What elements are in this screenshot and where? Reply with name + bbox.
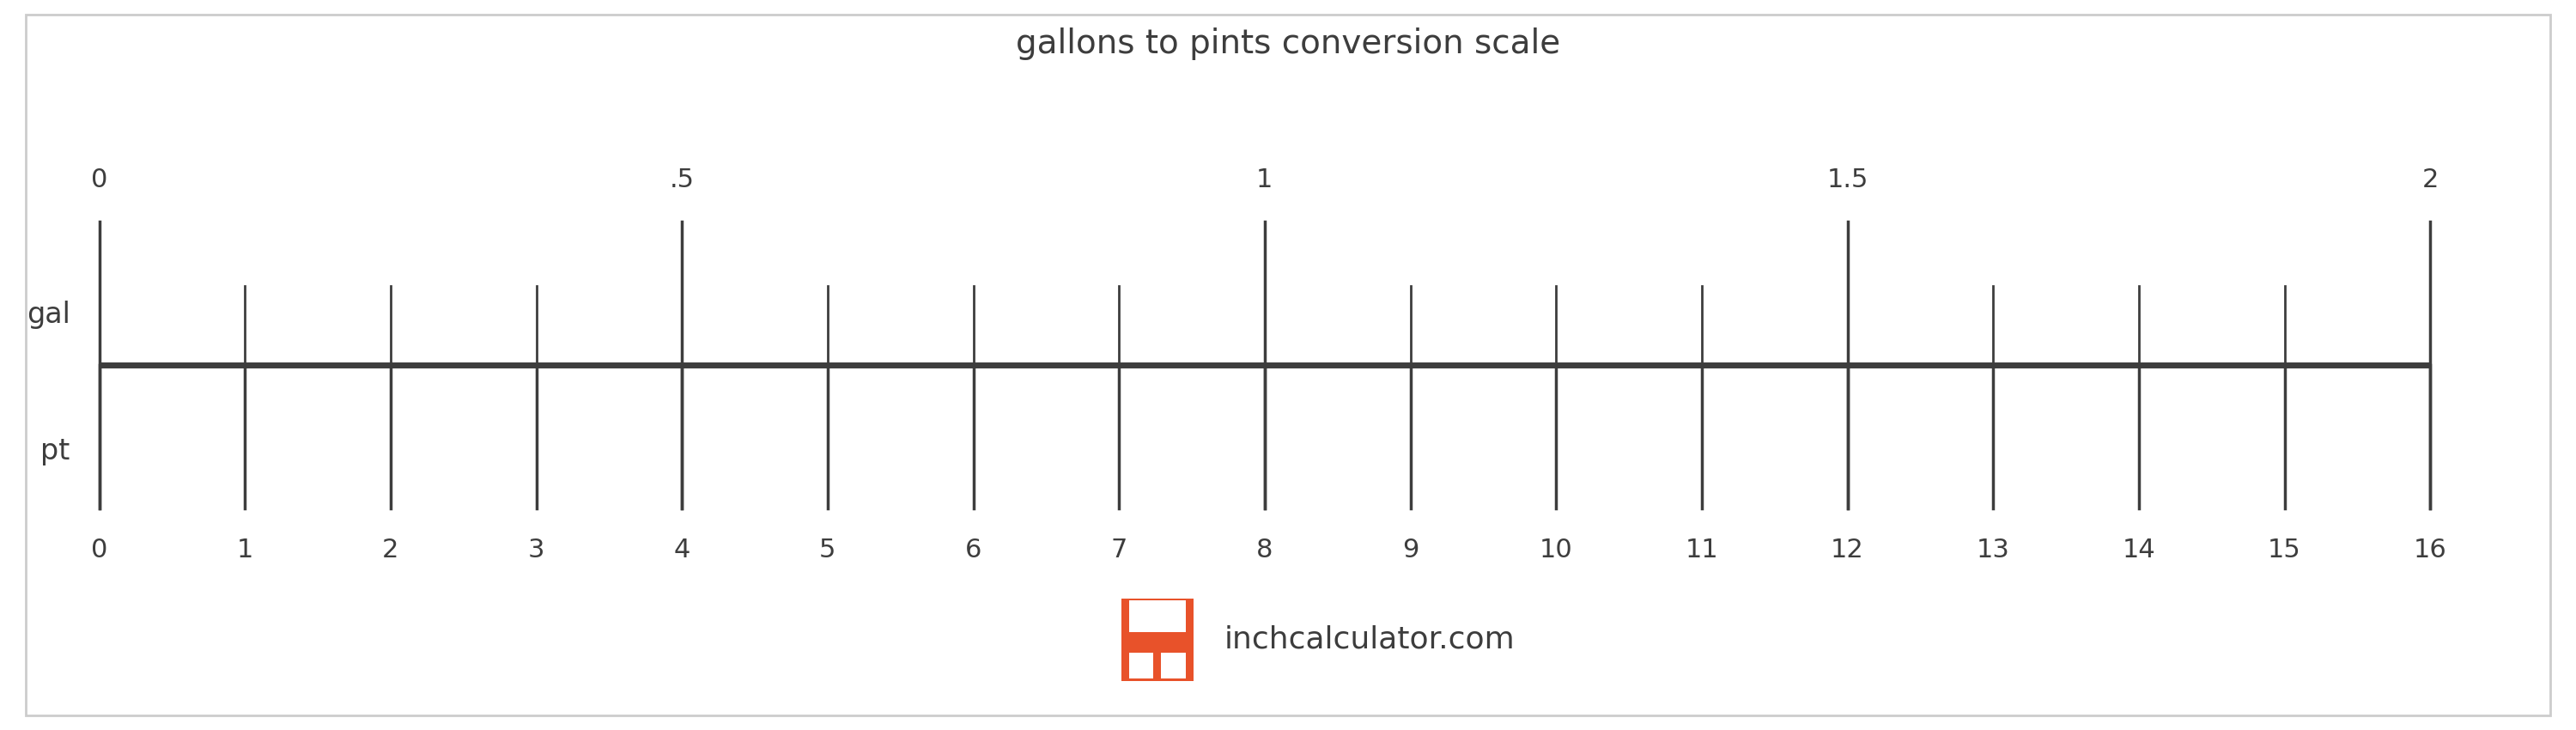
Text: inchcalculator.com: inchcalculator.com (1224, 625, 1515, 654)
Text: 11: 11 (1685, 537, 1718, 562)
Text: 2: 2 (381, 537, 399, 562)
Text: 10: 10 (1540, 537, 1574, 562)
Text: 9: 9 (1401, 537, 1419, 562)
Text: 2: 2 (2421, 168, 2439, 193)
Text: 3: 3 (528, 537, 544, 562)
Text: 1: 1 (237, 537, 252, 562)
FancyBboxPatch shape (1162, 653, 1185, 679)
Text: 13: 13 (1976, 537, 2009, 562)
Text: 5: 5 (819, 537, 837, 562)
Text: 7: 7 (1110, 537, 1128, 562)
Text: .5: .5 (670, 168, 696, 193)
Text: gallons to pints conversion scale: gallons to pints conversion scale (1015, 28, 1561, 60)
Text: 8: 8 (1257, 537, 1273, 562)
Text: 14: 14 (2123, 537, 2156, 562)
FancyBboxPatch shape (1128, 601, 1185, 632)
Text: 12: 12 (1832, 537, 1865, 562)
Text: gal: gal (26, 301, 70, 329)
Text: 6: 6 (966, 537, 981, 562)
Text: 4: 4 (675, 537, 690, 562)
FancyBboxPatch shape (1121, 599, 1193, 681)
FancyBboxPatch shape (1128, 653, 1154, 679)
Text: 15: 15 (2267, 537, 2300, 562)
Text: 16: 16 (2414, 537, 2447, 562)
Text: 1: 1 (1257, 168, 1273, 193)
Text: 1.5: 1.5 (1826, 168, 1868, 193)
Text: 0: 0 (90, 537, 108, 562)
Text: pt: pt (41, 437, 70, 465)
Text: 0: 0 (90, 168, 108, 193)
